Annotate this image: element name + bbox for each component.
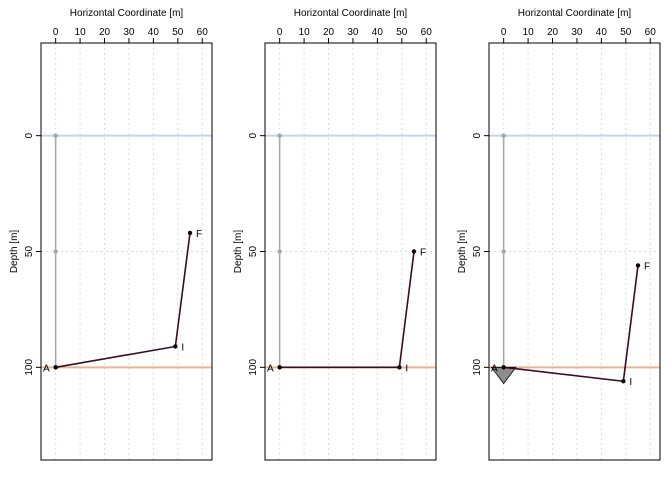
x-tick-label: 40: [148, 27, 160, 38]
y-tick-label: 50: [24, 246, 35, 258]
panel-2: A I F 0 10 20 30 40 50 60 0 50 100 Horizontal Coordin…: [233, 8, 437, 461]
vertical-well-point: [277, 133, 282, 138]
y-axis-title: Depth [m]: [233, 230, 244, 274]
x-tick-label: 30: [123, 27, 135, 38]
x-tick-label: 10: [523, 27, 535, 38]
trajectory-point-A: [53, 365, 58, 370]
x-tick-label: 0: [277, 27, 283, 38]
trajectory-line: [279, 251, 415, 369]
y-axis-title: Depth [m]: [457, 230, 468, 274]
panel-3: A I F 0 10 20 30 40 50 60 0 50 100 Horizontal Coordin…: [457, 8, 661, 461]
x-tick-label: 60: [421, 27, 433, 38]
x-tick-label: 20: [323, 27, 335, 38]
x-axis-title: Horizontal Coordinate [m]: [294, 8, 408, 19]
point-label-I: I: [181, 342, 184, 353]
y-tick-label: 100: [24, 359, 35, 376]
x-tick-label: 10: [299, 27, 311, 38]
y-tick-label: 0: [472, 132, 483, 138]
x-tick-label: 30: [347, 27, 359, 38]
x-tick-label: 40: [596, 27, 608, 38]
trajectory-point-F: [187, 230, 193, 236]
x-tick-label: 50: [396, 27, 408, 38]
trajectory-point-A: [277, 365, 282, 370]
trajectory-line: [503, 265, 639, 383]
y-tick-label: 0: [248, 132, 259, 138]
y-axis-title: Depth [m]: [9, 230, 20, 274]
y-tick-label: 100: [472, 359, 483, 376]
x-tick-label: 10: [75, 27, 87, 38]
x-tick-label: 30: [571, 27, 583, 38]
trajectory-point-I: [173, 344, 178, 349]
trajectory-point-F: [411, 249, 417, 254]
panel-1: A I F 0 10 20 30 40 50 60 0 50 100 Horizontal Coordin…: [9, 8, 213, 461]
x-tick-label: 60: [645, 27, 657, 38]
vertical-well-point: [53, 133, 58, 138]
trajectory-point-A: [501, 365, 506, 370]
trajectory-line: [55, 232, 191, 369]
vertical-well-point: [501, 133, 506, 138]
trajectory-point-I: [621, 379, 626, 384]
y-tick-label: 100: [248, 359, 259, 376]
point-label-F: F: [196, 229, 202, 240]
point-label-I: I: [629, 377, 632, 388]
point-label-F: F: [420, 248, 426, 259]
vertical-well-point: [53, 249, 58, 254]
x-tick-label: 20: [99, 27, 111, 38]
x-tick-label: 60: [197, 27, 209, 38]
x-tick-label: 20: [547, 27, 559, 38]
vertical-well-point: [501, 249, 506, 254]
vertical-well-point: [277, 249, 282, 254]
x-axis-title: Horizontal Coordinate [m]: [70, 8, 184, 19]
y-tick-label: 0: [24, 132, 35, 138]
point-label-A: A: [43, 363, 50, 374]
trajectory-point-F: [635, 263, 641, 268]
point-label-A: A: [491, 363, 498, 374]
x-tick-label: 40: [372, 27, 384, 38]
x-tick-label: 50: [620, 27, 632, 38]
point-label-A: A: [267, 363, 274, 374]
x-axis-title: Horizontal Coordinate [m]: [518, 8, 632, 19]
x-tick-label: 0: [501, 27, 507, 38]
x-tick-label: 50: [172, 27, 184, 38]
trajectory-point-I: [397, 365, 402, 370]
y-tick-label: 50: [248, 246, 259, 258]
x-tick-label: 0: [53, 27, 59, 38]
point-label-F: F: [644, 261, 650, 272]
point-label-I: I: [405, 363, 408, 374]
y-tick-label: 50: [472, 246, 483, 258]
